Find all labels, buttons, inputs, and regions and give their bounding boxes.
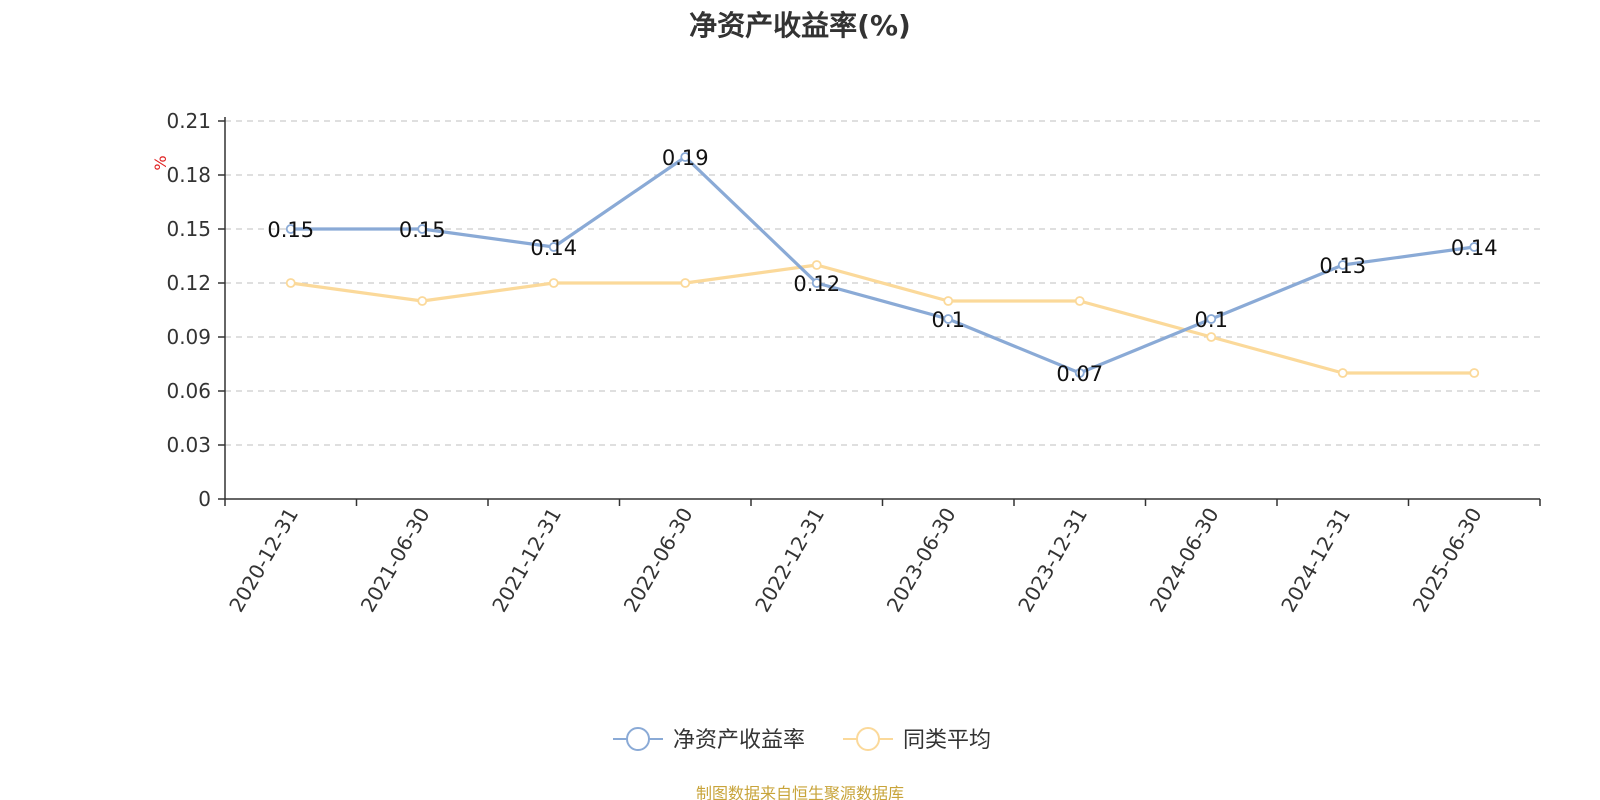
data-point <box>811 278 822 288</box>
x-tick-label: 2022-12-31 <box>750 504 829 617</box>
data-point <box>285 224 296 234</box>
data-point <box>943 296 954 306</box>
data-point <box>811 260 822 270</box>
legend-marker <box>626 727 650 751</box>
legend-label: 同类平均 <box>903 728 991 753</box>
y-tick-label: 0.18 <box>166 163 211 187</box>
data-label: 0.1 <box>1195 308 1228 332</box>
data-point <box>1469 368 1480 378</box>
x-tick-label: 2020-12-31 <box>224 504 303 617</box>
data-point <box>1337 260 1348 270</box>
data-label: 0.07 <box>1056 362 1103 386</box>
data-label: 0.1 <box>932 308 965 332</box>
y-tick-label: 0.21 <box>166 109 211 133</box>
data-point <box>1074 296 1085 306</box>
y-tick-label: 0.06 <box>166 379 211 403</box>
x-tick-label: 2024-12-31 <box>1276 504 1355 617</box>
x-tick-label: 2025-06-30 <box>1408 504 1487 617</box>
series-lines <box>285 152 1480 378</box>
x-tick-label: 2024-06-30 <box>1145 504 1224 617</box>
series-line <box>290 155 1475 375</box>
data-point <box>1337 368 1348 378</box>
y-tick-label: 0.09 <box>166 325 211 349</box>
x-tick-label: 2023-12-31 <box>1013 504 1092 617</box>
x-tick-label: 2023-06-30 <box>882 504 961 617</box>
data-point <box>285 278 296 288</box>
data-label: 0.15 <box>267 218 314 242</box>
series-line <box>290 263 1475 375</box>
y-tick-label: 0.12 <box>166 271 211 295</box>
data-label: 0.12 <box>793 272 840 296</box>
data-point <box>1074 368 1085 378</box>
data-point <box>417 296 428 306</box>
x-tick-label: 2021-06-30 <box>356 504 435 617</box>
data-point <box>1206 314 1217 324</box>
source-note: 制图数据来自恒生聚源数据库 <box>695 784 904 800</box>
data-label: 0.15 <box>399 218 446 242</box>
data-point <box>1469 242 1480 252</box>
chart-title: 净资产收益率(%) <box>689 9 911 42</box>
legend-marker <box>856 727 880 751</box>
y-tick-label: 0 <box>198 487 211 511</box>
y-tick-label: 0.15 <box>166 217 211 241</box>
data-point <box>417 224 428 234</box>
legend: 净资产收益率 同类平均 <box>613 727 991 753</box>
x-tick-label: 2021-12-31 <box>487 504 566 617</box>
data-label: 0.13 <box>1319 254 1366 278</box>
data-point <box>680 152 691 162</box>
data-label: 0.14 <box>530 236 577 260</box>
legend-label: 净资产收益率 <box>673 728 805 753</box>
data-labels: 0.15 0.15 0.14 0.19 0.12 0.1 0.07 0.1 0.13 0.14 <box>267 146 1497 386</box>
data-label: 0.19 <box>662 146 709 170</box>
data-point <box>1206 332 1217 342</box>
x-tick-label: 2022-06-30 <box>619 504 698 617</box>
data-point <box>548 278 559 288</box>
data-point <box>943 314 954 324</box>
data-point <box>548 242 559 252</box>
y-tick-label: 0.03 <box>166 433 211 457</box>
y-axis-unit: % <box>151 155 170 170</box>
data-point <box>680 278 691 288</box>
axes: 0 0.03 0.06 0.09 0.12 0.15 0.18 0.21% 2020-12-31… <box>151 109 1541 617</box>
data-label: 0.14 <box>1451 236 1498 260</box>
